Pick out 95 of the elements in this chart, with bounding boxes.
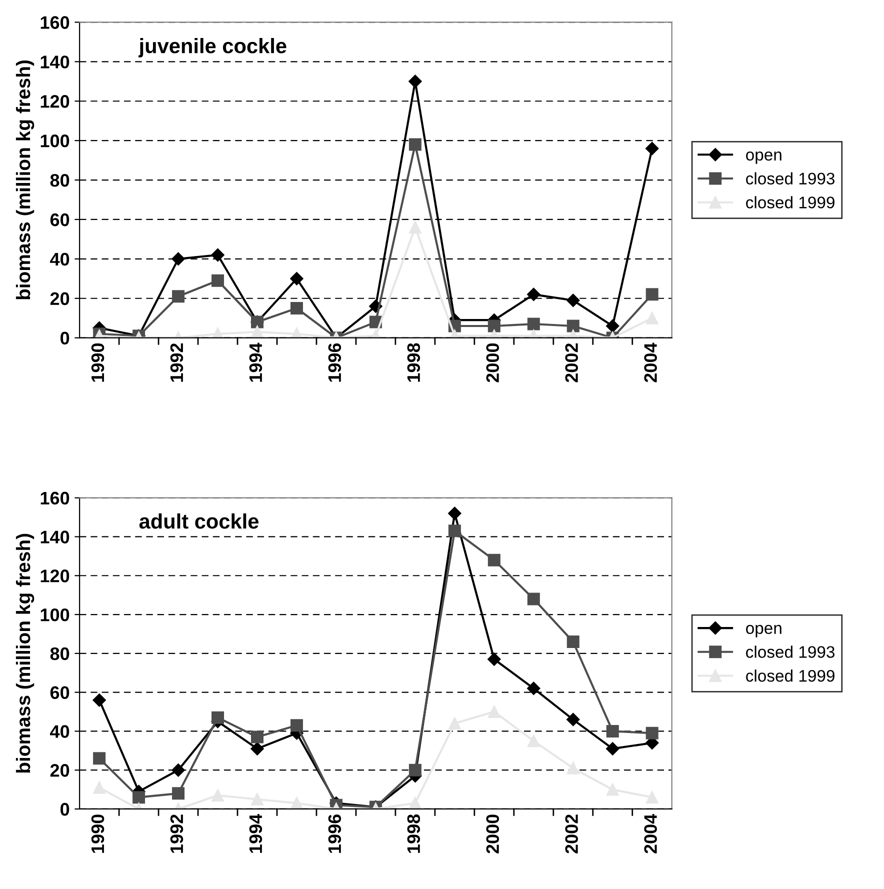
point xyxy=(290,719,303,732)
point xyxy=(488,554,500,566)
point xyxy=(132,791,146,804)
point xyxy=(448,506,462,520)
point xyxy=(290,302,303,314)
point xyxy=(92,694,106,707)
y-tick-label: 60 xyxy=(50,686,70,700)
y-tick-label: 60 xyxy=(50,213,70,226)
y-tick-label: 0 xyxy=(60,332,70,345)
y-tick-label: 0 xyxy=(60,802,70,816)
point xyxy=(646,791,658,804)
point xyxy=(646,142,659,156)
x-tick-label: 1992 xyxy=(170,343,184,382)
point xyxy=(527,682,540,696)
y-tick-label: 20 xyxy=(50,764,70,777)
point xyxy=(527,592,540,606)
y-tick-label: 140 xyxy=(40,56,70,68)
point xyxy=(250,742,264,756)
point xyxy=(211,248,224,262)
point xyxy=(172,252,185,266)
y-tick-label: 40 xyxy=(50,725,70,738)
legend-label: open xyxy=(746,151,782,164)
y-axis-title: biomass (million kg fresh) xyxy=(16,60,34,300)
x-tick-label: 2004 xyxy=(644,342,657,382)
point xyxy=(646,312,658,324)
point xyxy=(212,274,224,287)
point xyxy=(172,764,185,777)
x-tick-label: 2002 xyxy=(565,343,578,382)
y-tick-label: 40 xyxy=(50,252,70,266)
y-tick-label: 120 xyxy=(40,570,70,582)
point xyxy=(290,272,304,286)
point xyxy=(212,789,224,802)
y-axis-title: biomass (million kg fresh) xyxy=(16,534,34,773)
x-tick-label: 1990 xyxy=(91,343,104,382)
point xyxy=(290,796,303,809)
x-tick-label: 2000 xyxy=(486,343,500,382)
point xyxy=(408,221,422,234)
point xyxy=(606,319,620,333)
y-tick-label: 80 xyxy=(50,174,70,187)
point xyxy=(566,762,580,774)
point xyxy=(93,752,106,765)
text: juvenile cockle xyxy=(138,38,286,58)
y-tick-label: 160 xyxy=(40,16,70,29)
point xyxy=(606,724,619,738)
x-tick-label: 2004 xyxy=(644,814,657,854)
y-tick-label: 100 xyxy=(40,608,70,622)
y-tick-label: 160 xyxy=(40,492,70,505)
y-tick-label: 140 xyxy=(40,530,70,544)
y-tick-label: 80 xyxy=(50,647,70,660)
point xyxy=(408,138,422,151)
point xyxy=(646,288,658,301)
point xyxy=(488,652,501,666)
point xyxy=(566,320,580,332)
x-tick-label: 1996 xyxy=(328,814,342,853)
legend-label: open xyxy=(746,624,782,638)
legend-label: closed 1993 xyxy=(746,646,835,658)
point xyxy=(172,787,185,800)
legend-label: closed 1993 xyxy=(746,172,835,184)
point xyxy=(448,717,461,730)
text: adult cockle xyxy=(139,513,258,529)
y-tick-label: 20 xyxy=(50,292,70,306)
point xyxy=(606,783,619,796)
point xyxy=(172,290,185,303)
point xyxy=(250,326,264,338)
x-tick-label: 1994 xyxy=(249,342,262,382)
x-tick-label: 1998 xyxy=(407,343,420,382)
x-tick-label: 2002 xyxy=(565,814,578,854)
x-tick-label: 1996 xyxy=(328,343,342,382)
point xyxy=(250,730,264,744)
x-tick-label: 1992 xyxy=(170,814,184,853)
y-tick-label: 120 xyxy=(40,95,70,108)
point xyxy=(408,796,422,809)
x-tick-label: 2000 xyxy=(486,814,500,854)
point xyxy=(566,294,580,307)
point xyxy=(212,711,224,724)
point xyxy=(408,74,422,88)
point xyxy=(250,793,264,806)
point xyxy=(488,320,500,332)
y-tick-label: 100 xyxy=(40,134,70,148)
x-tick-label: 1990 xyxy=(91,814,104,853)
point xyxy=(488,706,500,718)
point xyxy=(527,318,540,330)
point xyxy=(566,712,580,726)
x-tick-label: 1994 xyxy=(249,814,262,853)
point xyxy=(93,781,106,794)
point xyxy=(566,635,580,648)
legend-label: closed 1999 xyxy=(746,196,834,208)
x-tick-label: 1998 xyxy=(407,814,420,853)
point xyxy=(527,734,540,748)
point xyxy=(527,288,540,302)
point xyxy=(606,742,620,756)
point xyxy=(646,726,658,740)
point xyxy=(448,524,461,538)
legend-label: closed 1999 xyxy=(746,670,834,682)
point xyxy=(408,764,422,776)
